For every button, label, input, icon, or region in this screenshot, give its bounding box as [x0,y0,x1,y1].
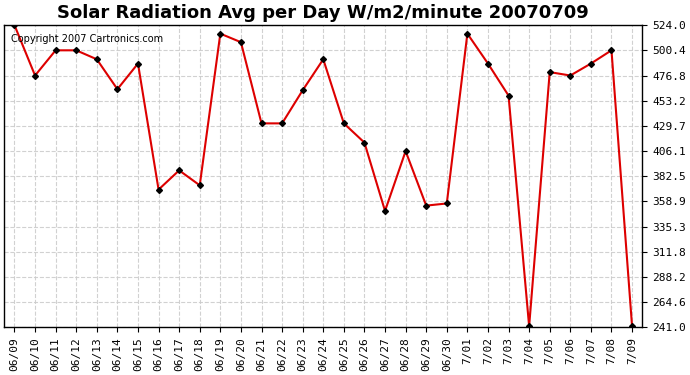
Title: Solar Radiation Avg per Day W/m2/minute 20070709: Solar Radiation Avg per Day W/m2/minute … [57,4,589,22]
Text: Copyright 2007 Cartronics.com: Copyright 2007 Cartronics.com [10,34,163,44]
